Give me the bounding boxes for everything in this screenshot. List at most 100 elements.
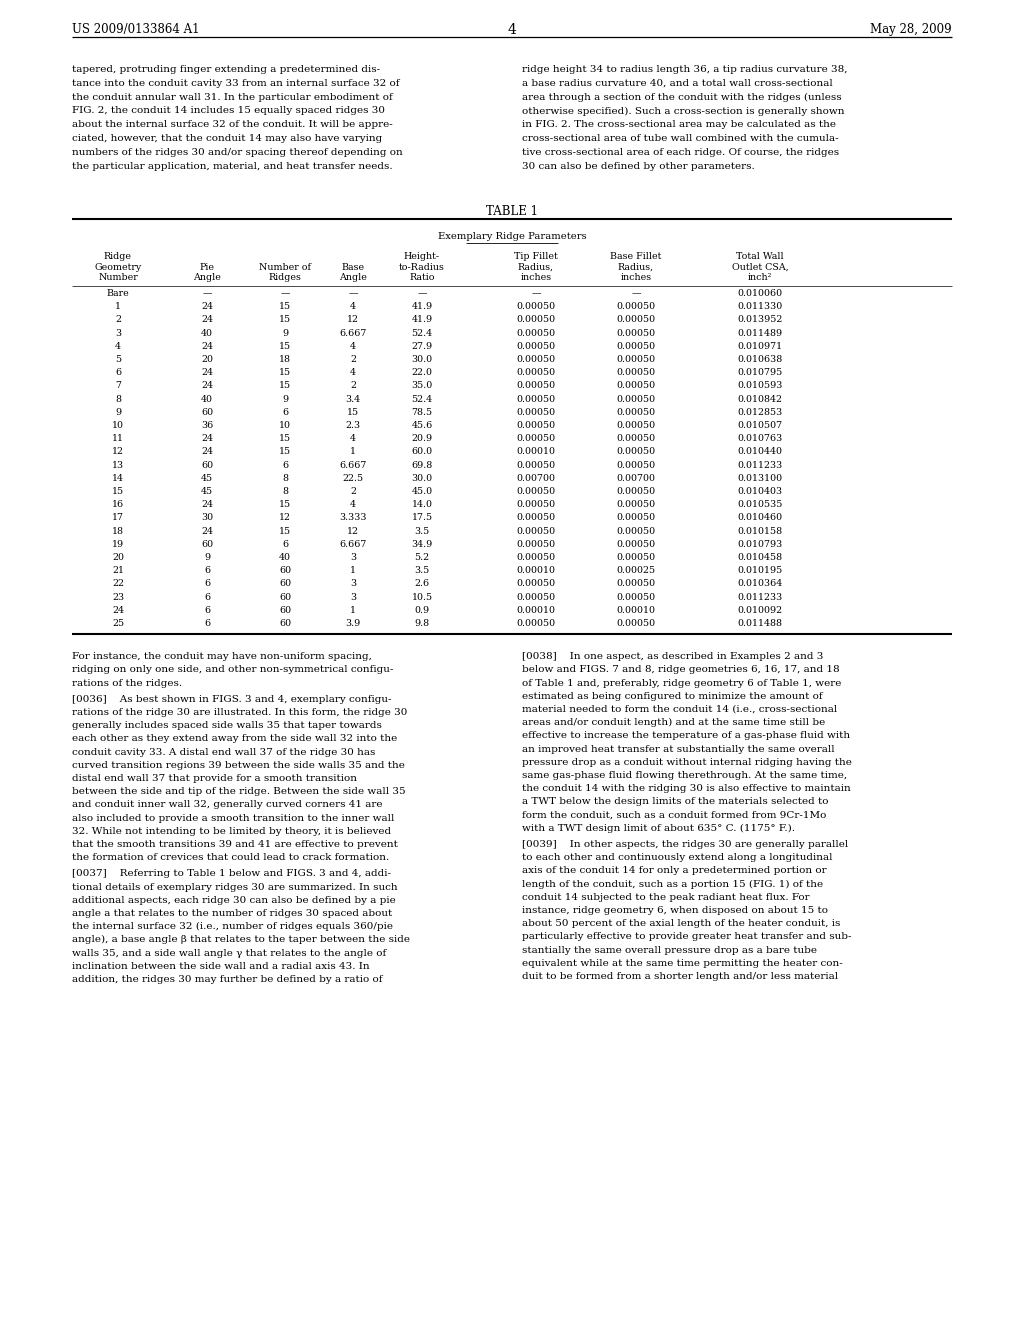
Text: instance, ridge geometry 6, when disposed on about 15 to: instance, ridge geometry 6, when dispose… <box>522 906 828 915</box>
Text: 45.0: 45.0 <box>412 487 432 496</box>
Text: 0.00050: 0.00050 <box>616 487 655 496</box>
Text: tive cross-sectional area of each ridge. Of course, the ridges: tive cross-sectional area of each ridge.… <box>522 148 839 157</box>
Text: 9.8: 9.8 <box>415 619 429 628</box>
Text: distal end wall 37 that provide for a smooth transition: distal end wall 37 that provide for a sm… <box>72 774 357 783</box>
Text: to-Radius: to-Radius <box>399 263 445 272</box>
Text: tapered, protruding finger extending a predetermined dis-: tapered, protruding finger extending a p… <box>72 65 380 74</box>
Text: numbers of the ridges 30 and/or spacing thereof depending on: numbers of the ridges 30 and/or spacing … <box>72 148 402 157</box>
Text: 4: 4 <box>350 500 356 510</box>
Text: 0.00010: 0.00010 <box>516 447 555 457</box>
Text: 0.00050: 0.00050 <box>516 368 556 378</box>
Text: 24: 24 <box>201 500 213 510</box>
Text: 0.00010: 0.00010 <box>616 606 655 615</box>
Text: 60: 60 <box>279 579 291 589</box>
Text: 23: 23 <box>112 593 124 602</box>
Text: 0.011330: 0.011330 <box>737 302 782 312</box>
Text: 60: 60 <box>279 619 291 628</box>
Text: 0.00050: 0.00050 <box>616 381 655 391</box>
Text: 0.00050: 0.00050 <box>516 434 556 444</box>
Text: the particular application, material, and heat transfer needs.: the particular application, material, an… <box>72 161 392 170</box>
Text: 6: 6 <box>204 619 210 628</box>
Text: below and FIGS. 7 and 8, ridge geometries 6, 16, 17, and 18: below and FIGS. 7 and 8, ridge geometrie… <box>522 665 840 675</box>
Text: For instance, the conduit may have non-uniform spacing,: For instance, the conduit may have non-u… <box>72 652 372 661</box>
Text: 15: 15 <box>279 368 291 378</box>
Text: 3.4: 3.4 <box>345 395 360 404</box>
Text: Height-: Height- <box>403 252 440 261</box>
Text: 0.010195: 0.010195 <box>737 566 782 576</box>
Text: 15: 15 <box>347 408 359 417</box>
Text: also included to provide a smooth transition to the inner wall: also included to provide a smooth transi… <box>72 813 394 822</box>
Text: 25: 25 <box>112 619 124 628</box>
Text: the formation of crevices that could lead to crack formation.: the formation of crevices that could lea… <box>72 853 389 862</box>
Text: 17.5: 17.5 <box>412 513 432 523</box>
Text: 24: 24 <box>201 434 213 444</box>
Text: 41.9: 41.9 <box>412 302 432 312</box>
Text: 0.00050: 0.00050 <box>516 579 556 589</box>
Text: 0.010092: 0.010092 <box>737 606 782 615</box>
Text: 2.3: 2.3 <box>345 421 360 430</box>
Text: 6: 6 <box>282 540 288 549</box>
Text: of Table 1 and, preferably, ridge geometry 6 of Table 1, were: of Table 1 and, preferably, ridge geomet… <box>522 678 842 688</box>
Text: ridging on only one side, and other non-symmetrical configu-: ridging on only one side, and other non-… <box>72 665 393 675</box>
Text: 0.00050: 0.00050 <box>516 315 556 325</box>
Text: 0.010507: 0.010507 <box>737 421 782 430</box>
Text: 15: 15 <box>279 302 291 312</box>
Text: 0.00050: 0.00050 <box>616 395 655 404</box>
Text: 6: 6 <box>204 606 210 615</box>
Text: 0.013100: 0.013100 <box>737 474 782 483</box>
Text: 60: 60 <box>201 540 213 549</box>
Text: 0.010638: 0.010638 <box>737 355 782 364</box>
Text: and conduit inner wall 32, generally curved corners 41 are: and conduit inner wall 32, generally cur… <box>72 800 383 809</box>
Text: stantially the same overall pressure drop as a bare tube: stantially the same overall pressure dro… <box>522 945 817 954</box>
Text: 8: 8 <box>282 487 288 496</box>
Text: pressure drop as a conduit without internal ridging having the: pressure drop as a conduit without inter… <box>522 758 852 767</box>
Text: generally includes spaced side walls 35 that taper towards: generally includes spaced side walls 35 … <box>72 721 382 730</box>
Text: 0.00050: 0.00050 <box>516 381 556 391</box>
Text: 30 can also be defined by other parameters.: 30 can also be defined by other paramete… <box>522 161 755 170</box>
Text: 0.00050: 0.00050 <box>616 329 655 338</box>
Text: 0.00050: 0.00050 <box>516 513 556 523</box>
Text: 0.010593: 0.010593 <box>737 381 782 391</box>
Text: estimated as being configured to minimize the amount of: estimated as being configured to minimiz… <box>522 692 822 701</box>
Text: 41.9: 41.9 <box>412 315 432 325</box>
Text: 6.667: 6.667 <box>339 329 367 338</box>
Text: 0.00050: 0.00050 <box>516 527 556 536</box>
Text: each other as they extend away from the side wall 32 into the: each other as they extend away from the … <box>72 734 397 743</box>
Text: 20.9: 20.9 <box>412 434 432 444</box>
Text: inches: inches <box>621 273 651 282</box>
Text: 0.00050: 0.00050 <box>516 329 556 338</box>
Text: angle), a base angle β that relates to the taper between the side: angle), a base angle β that relates to t… <box>72 936 410 944</box>
Text: Angle: Angle <box>339 273 367 282</box>
Text: 0.00050: 0.00050 <box>516 302 556 312</box>
Text: [0038]    In one aspect, as described in Examples 2 and 3: [0038] In one aspect, as described in Ex… <box>522 652 823 661</box>
Text: 22.0: 22.0 <box>412 368 432 378</box>
Text: 0.010364: 0.010364 <box>737 579 782 589</box>
Text: 0.00025: 0.00025 <box>616 566 655 576</box>
Text: 0.010403: 0.010403 <box>737 487 782 496</box>
Text: 24: 24 <box>201 368 213 378</box>
Text: cross-sectional area of tube wall combined with the cumula-: cross-sectional area of tube wall combin… <box>522 135 839 143</box>
Text: the conduit annular wall 31. In the particular embodiment of: the conduit annular wall 31. In the part… <box>72 92 393 102</box>
Text: a base radius curvature 40, and a total wall cross-sectional: a base radius curvature 40, and a total … <box>522 79 833 88</box>
Text: effective to increase the temperature of a gas-phase fluid with: effective to increase the temperature of… <box>522 731 850 741</box>
Text: 15: 15 <box>279 342 291 351</box>
Text: 0.010793: 0.010793 <box>737 540 782 549</box>
Text: 52.4: 52.4 <box>412 395 432 404</box>
Text: curved transition regions 39 between the side walls 35 and the: curved transition regions 39 between the… <box>72 760 404 770</box>
Text: 0.00050: 0.00050 <box>516 619 556 628</box>
Text: same gas-phase fluid flowing therethrough. At the same time,: same gas-phase fluid flowing therethroug… <box>522 771 847 780</box>
Text: TABLE 1: TABLE 1 <box>486 206 538 218</box>
Text: 45: 45 <box>201 474 213 483</box>
Text: 78.5: 78.5 <box>412 408 432 417</box>
Text: 15: 15 <box>112 487 124 496</box>
Text: inch²: inch² <box>748 273 772 282</box>
Text: inches: inches <box>520 273 552 282</box>
Text: 24: 24 <box>201 447 213 457</box>
Text: to each other and continuously extend along a longitudinal: to each other and continuously extend al… <box>522 853 833 862</box>
Text: 0.00050: 0.00050 <box>616 447 655 457</box>
Text: —: — <box>531 289 541 298</box>
Text: 0.00050: 0.00050 <box>616 421 655 430</box>
Text: 2: 2 <box>350 381 356 391</box>
Text: 3: 3 <box>350 579 356 589</box>
Text: 0.00050: 0.00050 <box>516 355 556 364</box>
